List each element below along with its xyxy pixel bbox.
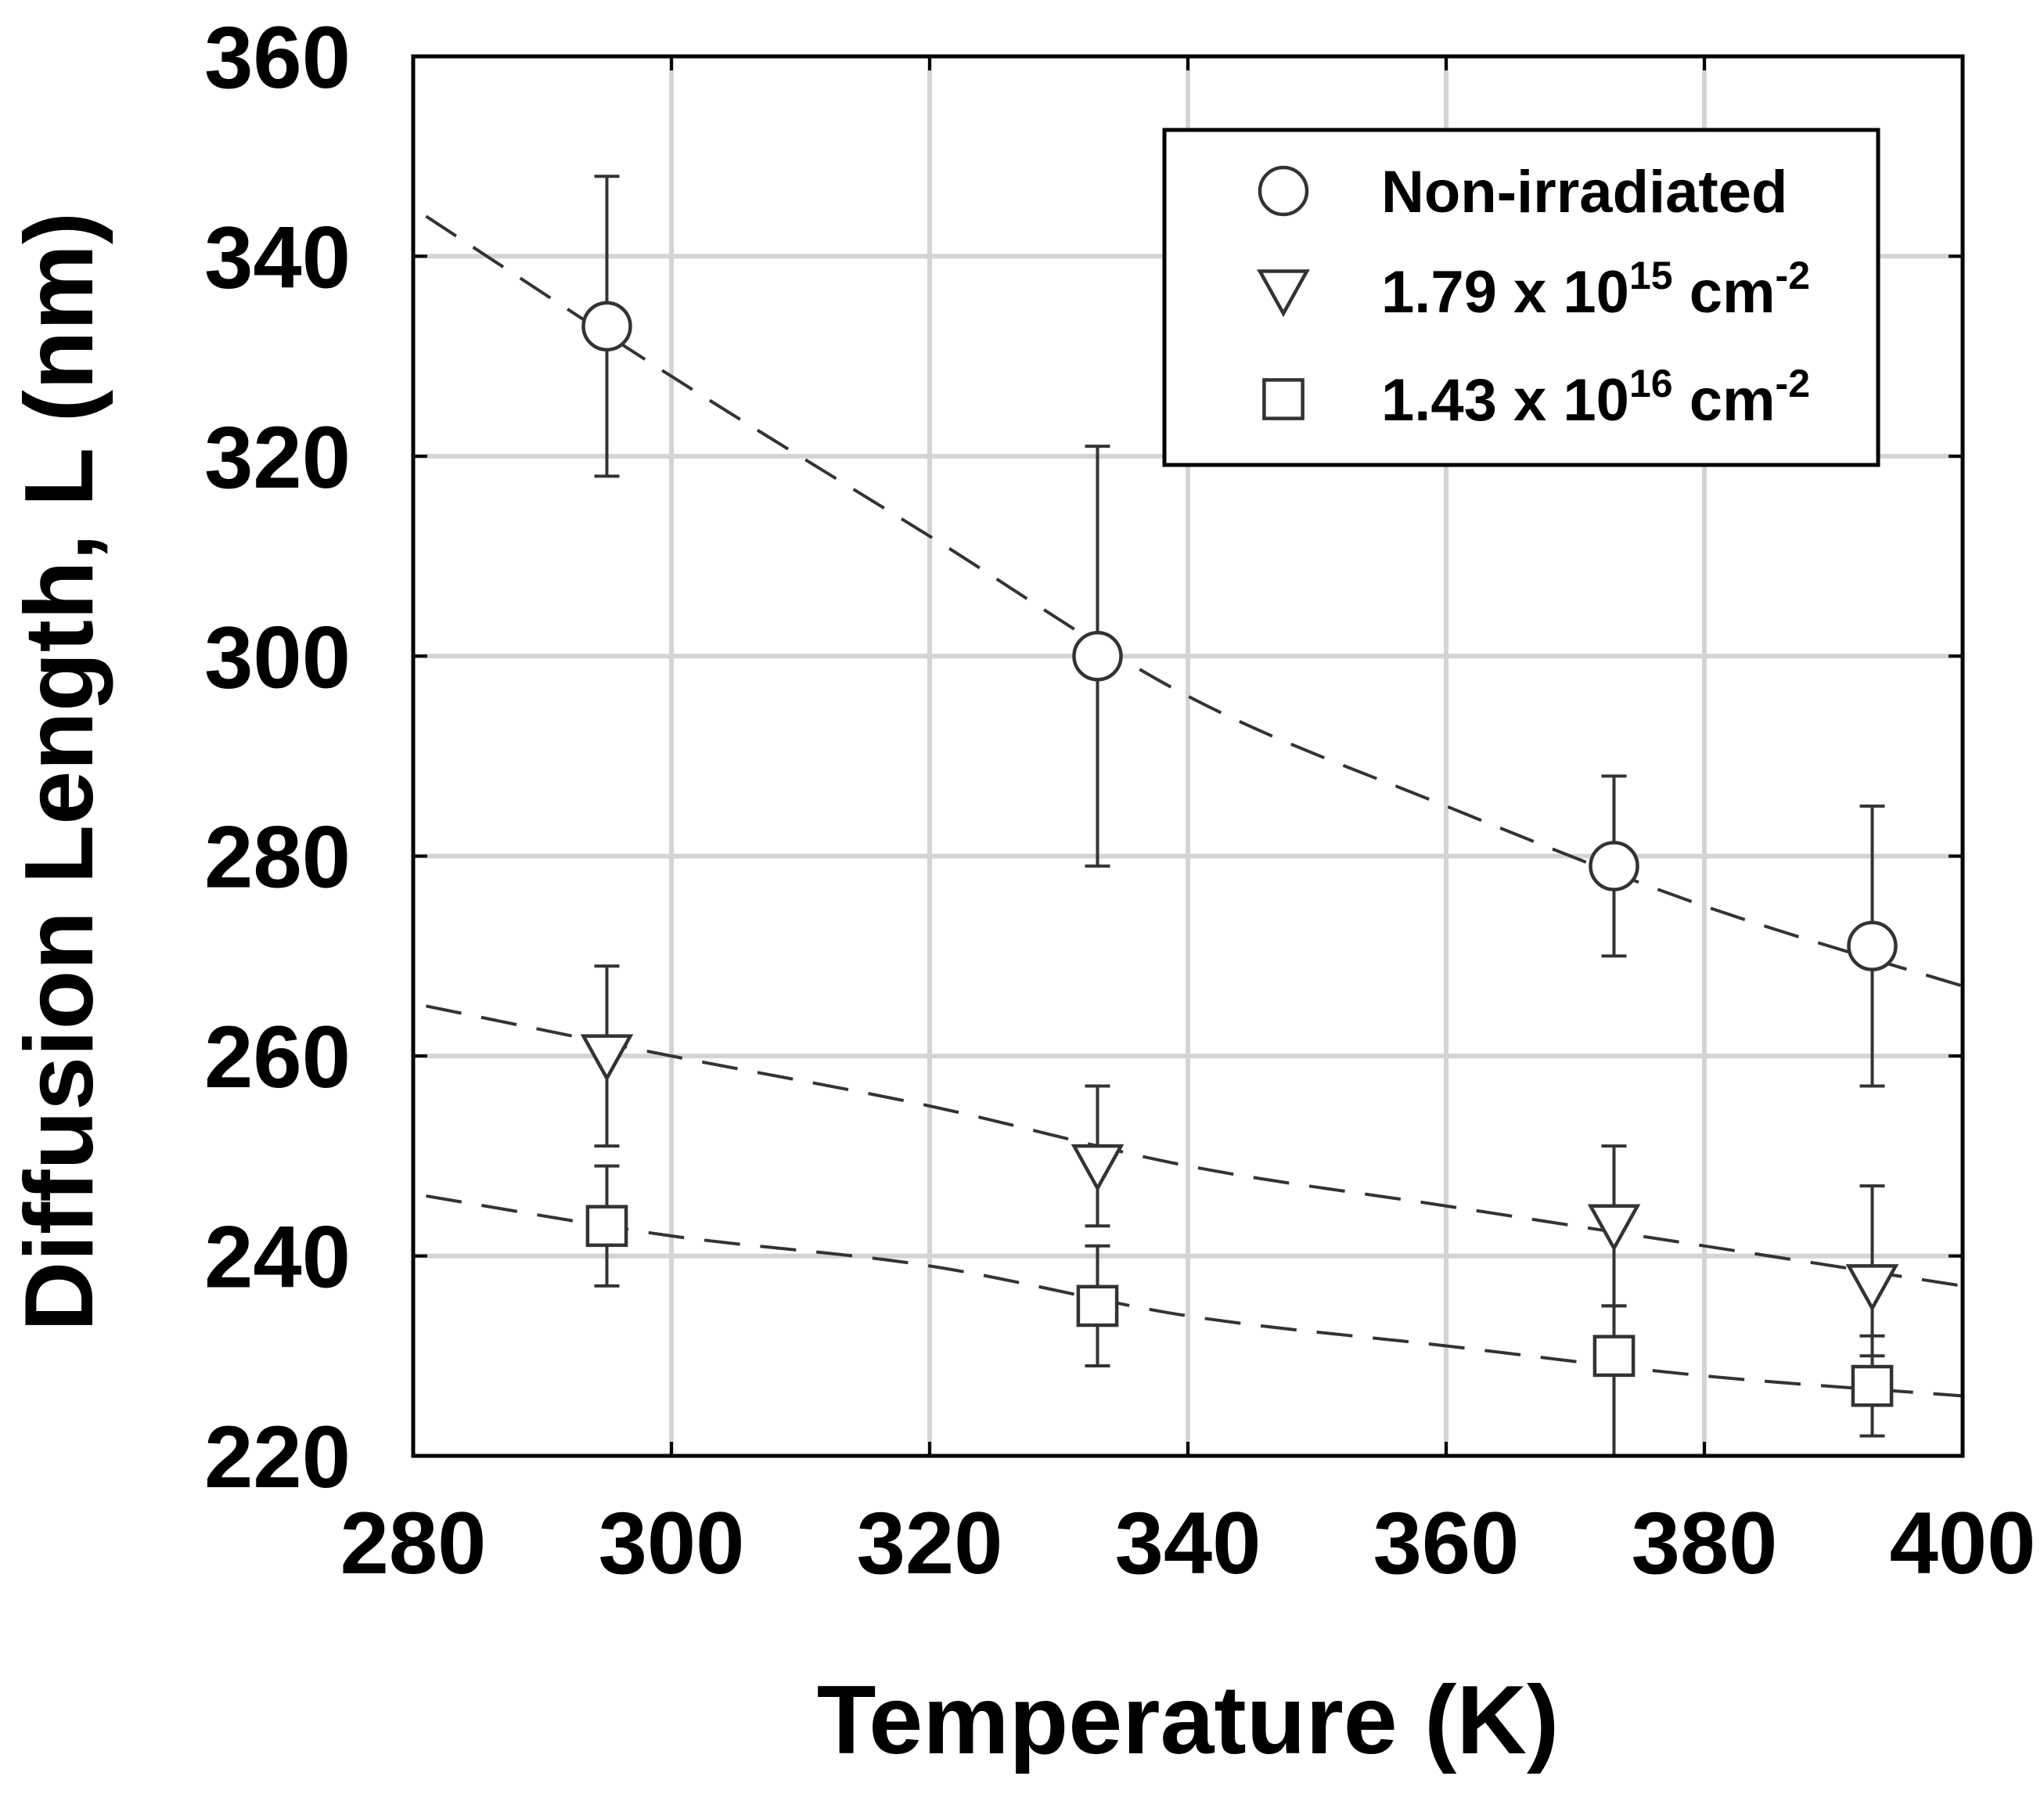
legend-triangle-marker: [1257, 269, 1310, 318]
triangle-marker: [580, 1034, 634, 1083]
y-axis-title: Diffusion Length, L (nm): [5, 212, 113, 1331]
circle-marker: [1589, 841, 1639, 892]
y-tick-label: 240: [204, 1209, 351, 1306]
data-markers: [580, 301, 1899, 1407]
legend-label-series-1: 1.79 x 1015 cm-2: [1381, 254, 1810, 326]
fit-line-series-2: [426, 1194, 1963, 1398]
legend-square-marker: [1262, 378, 1304, 420]
x-tick-label: 400: [1890, 1494, 2036, 1592]
x-tick-label: 380: [1632, 1494, 1778, 1592]
x-tick-label: 300: [599, 1494, 745, 1592]
fit-line-series-0: [425, 214, 1963, 988]
y-tick-label: 360: [204, 9, 351, 106]
x-tick-label: 340: [1115, 1494, 1261, 1592]
x-tick-label: 320: [857, 1494, 1003, 1592]
x-axis-title: Temperature (K): [817, 1666, 1560, 1774]
circle-marker: [1847, 920, 1898, 971]
legend: Non-irradiated 1.79 x 1015 cm-2 1.43 x 101…: [1162, 128, 1880, 467]
triangle-marker: [1845, 1264, 1899, 1313]
x-tick-label: 280: [340, 1494, 487, 1592]
y-tick-label: 220: [204, 1408, 351, 1506]
tick-labels: 280 300 320 340 360 380 400 220 240 260 280 300 320 3…: [204, 9, 2035, 1592]
axis-ticks: [412, 55, 1964, 1457]
x-tick-label: 360: [1373, 1494, 1520, 1592]
circle-marker: [1072, 631, 1123, 682]
fit-line-series-1: [426, 1004, 1963, 1288]
square-marker: [1076, 1284, 1119, 1327]
triangle-marker: [1587, 1204, 1641, 1252]
fit-lines: [425, 214, 1963, 1398]
square-marker: [585, 1205, 628, 1248]
y-tick-label: 280: [204, 809, 351, 906]
square-marker: [1851, 1364, 1894, 1407]
legend-label-series-0: Non-irradiated: [1381, 159, 1787, 225]
y-tick-label: 340: [204, 208, 351, 306]
circle-marker: [581, 301, 632, 352]
y-tick-label: 320: [204, 409, 351, 506]
y-tick-label: 300: [204, 608, 351, 706]
triangle-marker: [1071, 1144, 1125, 1192]
y-tick-label: 260: [204, 1008, 351, 1106]
legend-label-series-2: 1.43 x 1016 cm-2: [1381, 362, 1810, 434]
legend-circle-marker: [1258, 165, 1309, 217]
square-marker: [1592, 1335, 1636, 1378]
